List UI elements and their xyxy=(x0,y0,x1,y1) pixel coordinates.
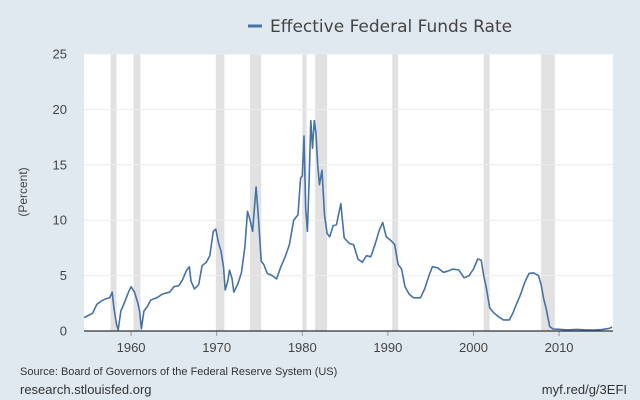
x-tick-label-1970: 1970 xyxy=(202,340,231,355)
short-url-link[interactable]: myf.red/g/3EFI xyxy=(541,382,627,397)
y-tick-label-20: 20 xyxy=(53,102,67,117)
plot-area xyxy=(84,54,613,331)
y-tick-label-10: 10 xyxy=(53,213,67,228)
grid-lines xyxy=(84,53,613,277)
recession-band-8 xyxy=(541,54,555,331)
source-note: Source: Board of Governors of the Federa… xyxy=(20,366,338,378)
recession-band-2 xyxy=(215,54,225,331)
x-tick-label-1990: 1990 xyxy=(373,340,402,355)
series xyxy=(83,119,613,331)
series-line-0 xyxy=(83,119,613,331)
x-tick-label-1960: 1960 xyxy=(117,340,146,355)
y-tick-label-0: 0 xyxy=(60,324,67,339)
recession-band-4 xyxy=(302,54,307,331)
x-tick-label-2000: 2000 xyxy=(459,340,488,355)
recession-band-1 xyxy=(133,54,141,331)
x-axis-ticks: 1960 1970 1980 1990 2000 2010 xyxy=(84,330,613,355)
recession-band-7 xyxy=(483,54,490,331)
x-tick-label-1980: 1980 xyxy=(288,340,317,355)
legend-label: Effective Federal Funds Rate xyxy=(270,17,512,37)
recession-band-5 xyxy=(315,54,328,331)
y-tick-label-15: 15 xyxy=(53,157,67,172)
legend[interactable]: Effective Federal Funds Rate xyxy=(248,17,512,37)
site-link[interactable]: research.stlouisfed.org xyxy=(20,382,152,397)
recession-band-0 xyxy=(110,54,117,331)
y-tick-label-25: 25 xyxy=(53,47,67,62)
y-tick-label-5: 5 xyxy=(60,268,67,283)
y-axis-title: (Percent) xyxy=(16,167,30,216)
x-tick-label-2010: 2010 xyxy=(545,340,574,355)
y-axis-ticks: 0 5 10 15 20 25 xyxy=(53,47,67,339)
recession-band-6 xyxy=(392,54,399,331)
